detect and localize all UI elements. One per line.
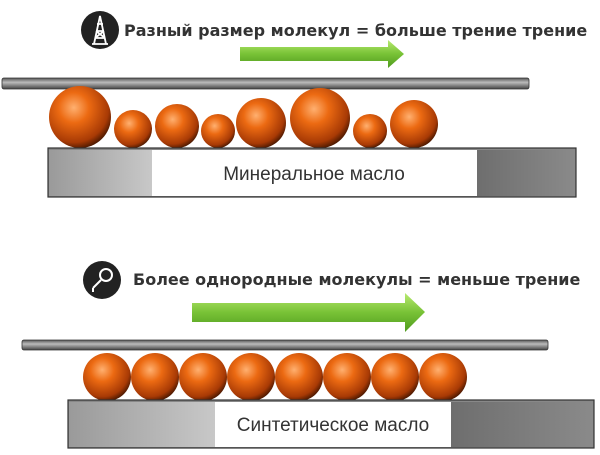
molecule — [275, 353, 323, 401]
molecule — [323, 353, 371, 401]
panel-synthetic-oil: Более однородные молекулы = меньше трени… — [21, 261, 595, 449]
magnifier-drop-icon — [83, 261, 121, 299]
molecule — [179, 353, 227, 401]
oil-derrick-icon — [81, 11, 119, 49]
molecule — [236, 98, 286, 148]
molecules — [83, 353, 467, 401]
motion-arrow — [192, 293, 425, 332]
molecule — [155, 104, 199, 148]
molecule — [49, 86, 111, 148]
block-label: Синтетическое масло — [237, 415, 429, 436]
molecule — [353, 114, 387, 148]
molecule — [419, 353, 467, 401]
motion-arrow — [240, 40, 404, 68]
panel-mineral-oil: Разный размер молекул = больше трение тр… — [1, 11, 587, 198]
block-label: Минеральное масло — [223, 164, 405, 185]
molecule — [131, 353, 179, 401]
molecule — [227, 353, 275, 401]
caption: Более однородные молекулы = меньше трени… — [133, 270, 580, 289]
molecule — [201, 114, 235, 148]
top-plate — [1, 77, 530, 90]
molecule — [371, 353, 419, 401]
molecules — [49, 86, 438, 148]
bottom-block — [67, 399, 595, 449]
molecule — [290, 88, 350, 148]
bottom-block — [47, 147, 577, 198]
caption: Разный размер молекул = больше трение тр… — [124, 21, 587, 40]
molecule — [390, 100, 438, 148]
top-plate — [21, 339, 549, 351]
molecule — [83, 353, 131, 401]
molecule — [114, 110, 152, 148]
